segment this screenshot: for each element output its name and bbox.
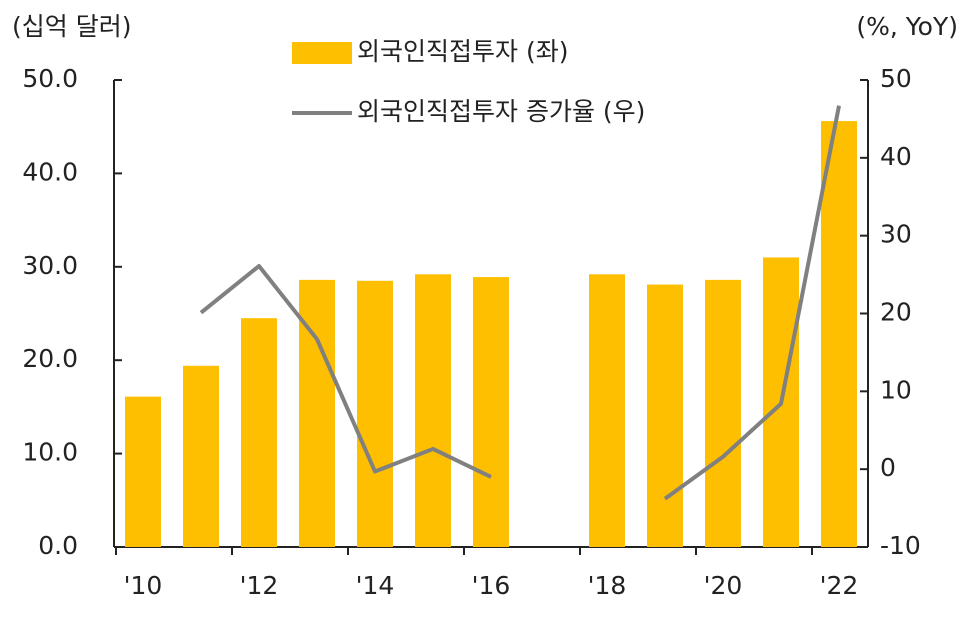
y-axis-label: (십억 달러) [12, 12, 131, 41]
legend-swatch [292, 42, 352, 64]
y-tick-label: 20.0 [22, 344, 78, 373]
line [199, 105, 841, 501]
y2-tick-label: 10 [880, 375, 912, 404]
y-tick-label: 10.0 [22, 438, 78, 467]
x-tick-label: '14 [356, 571, 395, 600]
bar [705, 279, 741, 547]
x-tick-label: '18 [588, 571, 627, 600]
y-tick-label: 30.0 [22, 251, 78, 280]
y2-tick-label: 50 [880, 64, 912, 93]
bar [821, 121, 857, 547]
bar [299, 279, 335, 547]
bar [473, 277, 509, 547]
legend-label: 외국인직접투자 증가율 (우) [357, 97, 645, 126]
bar [125, 396, 161, 547]
x-tick-label: '20 [704, 571, 743, 600]
x-tick-label: '10 [124, 571, 163, 600]
y2-tick-label: 20 [880, 298, 912, 327]
x-tick-label: '12 [240, 571, 279, 600]
y2-tick-label: 0 [880, 453, 896, 482]
y-tick-label: 0.0 [38, 531, 78, 560]
y-tick-label: 40.0 [22, 157, 78, 186]
y2-tick-label: -10 [880, 531, 921, 560]
y2-axis-label: (%, YoY) [856, 12, 958, 41]
x-tick-label: '22 [820, 571, 859, 600]
legend-label: 외국인직접투자 (좌) [357, 37, 568, 66]
y2-tick-label: 30 [880, 220, 912, 249]
bar [357, 280, 393, 547]
bar [647, 284, 683, 547]
y-tick-label: 50.0 [22, 64, 78, 93]
y2-tick-label: 40 [880, 142, 912, 171]
bar [589, 274, 625, 547]
bar [241, 318, 277, 547]
x-tick-label: '16 [472, 571, 511, 600]
bar [415, 274, 451, 547]
bar [183, 365, 219, 547]
